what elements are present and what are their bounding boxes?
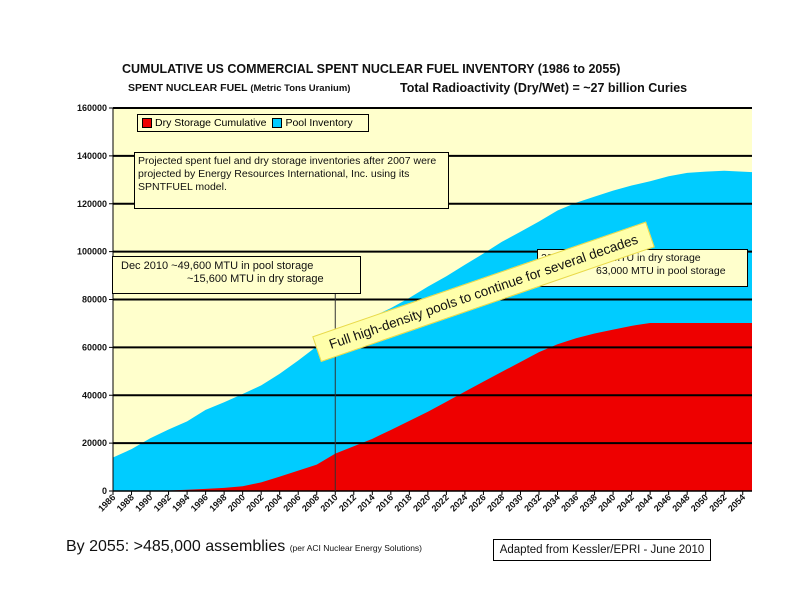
assemblies-note: By 2055: >485,000 assemblies (per ACI Nu…: [66, 538, 422, 556]
x-tick-label: 2042: [615, 492, 636, 513]
y-tick-label: 0: [102, 486, 107, 496]
y-axis-subtitle: SPENT NUCLEAR FUEL (Metric Tons Uranium): [128, 82, 350, 94]
y-tick-label: 120000: [77, 199, 107, 209]
x-tick-label: 2024: [448, 492, 469, 513]
legend-swatch-pool: [272, 118, 283, 128]
x-tick-label: 2036: [559, 492, 580, 513]
x-tick-label: 2008: [300, 492, 321, 513]
radioactivity-subtitle: Total Radioactivity (Dry/Wet) = ~27 bill…: [400, 81, 688, 95]
source-credit: Adapted from Kessler/EPRI - June 2010: [493, 539, 711, 561]
x-tick-label: 2044: [633, 492, 654, 513]
x-tick-label: 1992: [152, 492, 173, 513]
y-tick-label: 160000: [77, 103, 107, 113]
y-tick-label: 20000: [82, 438, 107, 448]
x-tick-label: 1986: [96, 492, 117, 513]
y2055-line-2: 63,000 MTU in pool storage: [596, 265, 726, 277]
x-tick-label: 2054: [726, 492, 747, 513]
x-tick-label: 2010: [318, 492, 339, 513]
dec-2010-line-2: ~15,600 MTU in dry storage: [187, 273, 324, 285]
x-tick-label: 2050: [689, 492, 710, 513]
legend-item-pool: Pool Inventory: [272, 117, 353, 129]
chart-title: CUMULATIVE US COMMERCIAL SPENT NUCLEAR F…: [122, 62, 621, 76]
x-tick-label: 2014: [355, 492, 376, 513]
x-tick-label: 2028: [485, 492, 506, 513]
x-tick-label: 2040: [596, 492, 617, 513]
y-tick-label: 60000: [82, 342, 107, 352]
dry-storage-area: [113, 322, 752, 491]
x-tick-label: 2034: [541, 492, 562, 513]
y-tick-label: 80000: [82, 295, 107, 305]
y-tick-label: 140000: [77, 151, 107, 161]
dec-2010-line-1: Dec 2010 ~49,600 MTU in pool storage: [121, 260, 314, 272]
x-tick-label: 1988: [115, 492, 136, 513]
x-tick-label: 2004: [263, 492, 284, 513]
legend-label-dry: Dry Storage Cumulative: [155, 117, 267, 129]
assemblies-source: (per ACI Nuclear Energy Solutions): [289, 543, 422, 553]
x-tick-label: 2046: [652, 492, 673, 513]
y-tick-label: 100000: [77, 247, 107, 257]
y-tick-label: 40000: [82, 390, 107, 400]
x-tick-label: 2048: [670, 492, 691, 513]
subtitle-units: (Metric Tons Uranium): [250, 83, 351, 94]
assemblies-text: By 2055: >485,000 assemblies: [66, 538, 286, 555]
legend-label-pool: Pool Inventory: [285, 117, 353, 129]
x-tick-label: 2002: [244, 492, 265, 513]
x-tick-label: 2030: [504, 492, 525, 513]
projection-note: Projected spent fuel and dry storage inv…: [134, 152, 449, 209]
legend-item-dry: Dry Storage Cumulative: [142, 117, 266, 129]
x-tick-label: 1994: [170, 492, 191, 513]
x-tick-label: 1998: [207, 492, 228, 513]
x-tick-label: 2006: [281, 492, 302, 513]
x-tick-label: 2016: [374, 492, 395, 513]
y-tick-labels: 0 20000 40000 60000 80000 100000 120000 140000 1…: [77, 103, 107, 496]
x-tick-label: 2032: [522, 492, 543, 513]
dec-2010-note: Dec 2010 ~49,600 MTU in pool storage ~15…: [112, 256, 361, 294]
x-tick-label: 1990: [133, 492, 154, 513]
x-tick-label: 2020: [411, 492, 432, 513]
x-tick-label: 1996: [189, 492, 210, 513]
x-tick-label: 2018: [393, 492, 414, 513]
x-tick-label: 2038: [578, 492, 599, 513]
legend: Dry Storage Cumulative Pool Inventory: [137, 114, 369, 132]
x-tick-label: 2052: [707, 492, 728, 513]
x-tick-label: 2000: [226, 492, 247, 513]
x-tick-label: 2022: [430, 492, 451, 513]
x-tick-labels: 1986198819901992199419961998200020022004…: [96, 491, 747, 514]
legend-swatch-dry: [142, 118, 152, 128]
subtitle-main: SPENT NUCLEAR FUEL: [128, 82, 248, 94]
x-tick-label: 2026: [467, 492, 488, 513]
axes: [112, 108, 752, 492]
x-tick-label: 2012: [337, 492, 358, 513]
